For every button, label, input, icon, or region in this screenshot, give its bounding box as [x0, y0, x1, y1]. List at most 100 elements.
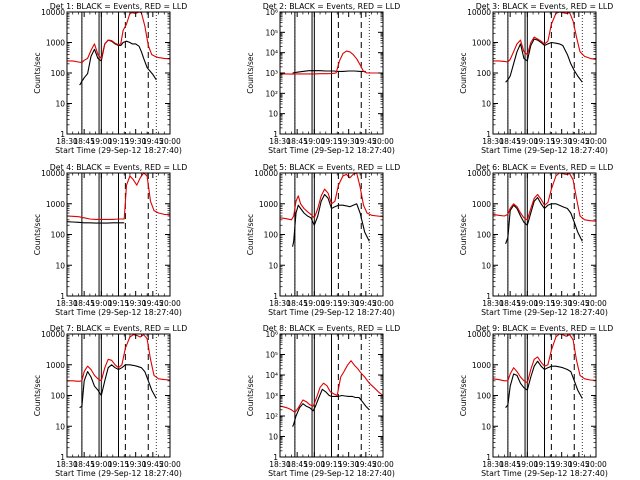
- y-tick-label: 1000: [472, 200, 491, 209]
- x-tick-label: 19:45: [142, 137, 164, 146]
- x-tick-label: 20:00: [585, 460, 607, 469]
- y-axis-label: Counts/sec: [246, 52, 255, 93]
- series-line-lld: [493, 11, 597, 63]
- y-tick-label: 100: [477, 69, 492, 78]
- y-tick-label: 1000: [259, 200, 278, 209]
- x-tick-label: 19:30: [338, 299, 360, 308]
- x-axis-label: Start Time (29-Sep-12 18:27:40): [268, 146, 395, 155]
- series-line-events: [292, 70, 366, 74]
- y-tick-label: 10000: [467, 8, 491, 17]
- x-tick-label: 19:00: [517, 460, 539, 469]
- x-tick-label: 19:30: [551, 299, 573, 308]
- panel-det-2: 11010²10³10⁴10⁵10⁶18:3018:4519:0019:1519…: [246, 2, 400, 155]
- y-tick-label: 10: [268, 110, 278, 119]
- y-axis-label: Counts/sec: [246, 214, 255, 255]
- x-tick-label: 19:15: [321, 299, 343, 308]
- panel-det-3: 1 10 100 1000 10000 18:3018:4519:0019:1519:30…: [459, 2, 613, 155]
- y-tick-label: 1000: [46, 361, 65, 370]
- x-tick-label: 19:30: [125, 137, 147, 146]
- x-tick-label: 18:45: [73, 460, 95, 469]
- x-tick-label: 19:15: [534, 460, 556, 469]
- y-tick-label: 10: [481, 422, 491, 431]
- y-axis-label: Counts/sec: [459, 375, 468, 416]
- x-tick-label: 18:45: [286, 460, 308, 469]
- x-tick-label: 20:00: [585, 299, 607, 308]
- panel-det-9: 1 10 100 1000 10000 18:3018:4519:0019:1519:30…: [459, 324, 613, 478]
- x-tick-label: 18:30: [56, 137, 78, 146]
- x-tick-label: 18:30: [56, 299, 78, 308]
- y-tick-label: 10: [268, 261, 278, 270]
- y-tick-label: 100: [51, 231, 66, 240]
- y-tick-label: 100: [51, 69, 66, 78]
- x-tick-label: 19:00: [304, 460, 326, 469]
- x-tick-label: 20:00: [585, 137, 607, 146]
- x-tick-label: 19:15: [108, 299, 130, 308]
- x-tick-label: 18:30: [482, 137, 504, 146]
- x-tick-label: 19:00: [304, 137, 326, 146]
- y-tick-label: 10000: [41, 169, 65, 178]
- y-tick-label: 10³: [265, 69, 278, 78]
- x-tick-label: 19:15: [534, 299, 556, 308]
- y-tick-label: 1: [486, 292, 491, 301]
- panel-det-4: 1 10 100 1000 10000 18:3018:4519:0019:1519:30…: [33, 163, 187, 317]
- panel-det-5: 1 10 100 1000 10000 18:3018:4519:0019:1519:30…: [246, 163, 400, 317]
- x-tick-label: 19:15: [108, 137, 130, 146]
- y-axis-label: Counts/sec: [33, 214, 42, 255]
- x-axis-label: Start Time (29-Sep-12 18:27:40): [481, 146, 608, 155]
- series-line-events: [79, 39, 157, 86]
- series-line-events: [66, 221, 125, 224]
- panel-det-1: 1 10 100 1000 10000 18:3018:4519:0019:1519:30…: [33, 2, 187, 155]
- x-tick-label: 18:45: [499, 460, 521, 469]
- y-axis-label: Counts/sec: [459, 214, 468, 255]
- y-tick-label: 1: [60, 453, 65, 462]
- series-line-lld: [492, 333, 597, 384]
- y-tick-label: 1: [60, 130, 65, 139]
- panel-title: Det 3: BLACK = Events, RED = LLD: [476, 2, 613, 11]
- x-tick-label: 19:30: [125, 299, 147, 308]
- panel-title: Det 2: BLACK = Events, RED = LLD: [263, 2, 400, 11]
- panel-title: Det 4: BLACK = Events, RED = LLD: [50, 163, 187, 172]
- y-tick-label: 1000: [472, 361, 491, 370]
- y-axis-label: Counts/sec: [459, 52, 468, 93]
- x-tick-label: 19:45: [568, 299, 590, 308]
- panel-det-6: 1 10 100 1000 10000 18:3018:4519:0019:1519:30…: [459, 163, 613, 317]
- x-tick-label: 19:45: [355, 299, 377, 308]
- x-tick-label: 19:30: [551, 460, 573, 469]
- panel-title: Det 1: BLACK = Events, RED = LLD: [50, 2, 187, 11]
- series-line-lld: [66, 172, 171, 220]
- x-tick-label: 19:00: [91, 299, 113, 308]
- y-tick-label: 10³: [265, 392, 278, 401]
- y-tick-label: 10000: [254, 169, 278, 178]
- series-line-lld: [67, 11, 171, 64]
- y-tick-label: 100: [51, 392, 66, 401]
- x-tick-label: 19:15: [321, 137, 343, 146]
- y-tick-label: 10: [55, 261, 65, 270]
- x-tick-label: 19:30: [125, 460, 147, 469]
- x-tick-label: 19:45: [355, 460, 377, 469]
- x-tick-label: 18:45: [73, 299, 95, 308]
- x-tick-label: 18:45: [286, 137, 308, 146]
- series-line-events: [292, 193, 370, 247]
- series-line-events: [292, 388, 370, 427]
- panel-title: Det 8: BLACK = Events, RED = LLD: [263, 324, 400, 333]
- series-line-lld: [280, 50, 383, 75]
- y-axis-label: Counts/sec: [33, 375, 42, 416]
- panel-title: Det 6: BLACK = Events, RED = LLD: [476, 163, 613, 172]
- y-tick-label: 1: [273, 130, 278, 139]
- x-tick-label: 18:30: [269, 299, 291, 308]
- x-axis-label: Start Time (29-Sep-12 18:27:40): [55, 308, 182, 317]
- x-tick-label: 18:30: [482, 299, 504, 308]
- panel-title: Det 7: BLACK = Events, RED = LLD: [50, 324, 187, 333]
- series-line-events: [505, 196, 583, 244]
- x-axis-label: Start Time (29-Sep-12 18:27:40): [55, 469, 182, 478]
- y-tick-label: 100: [477, 231, 492, 240]
- y-tick-label: 10⁶: [265, 330, 278, 339]
- x-tick-label: 19:15: [534, 137, 556, 146]
- y-tick-label: 1000: [46, 39, 65, 48]
- series-line-lld: [492, 172, 597, 222]
- y-tick-label: 10000: [41, 8, 65, 17]
- y-tick-label: 1000: [472, 39, 491, 48]
- y-tick-label: 10000: [41, 330, 65, 339]
- x-axis-label: Start Time (29-Sep-12 18:27:40): [268, 308, 395, 317]
- x-tick-label: 18:30: [56, 460, 78, 469]
